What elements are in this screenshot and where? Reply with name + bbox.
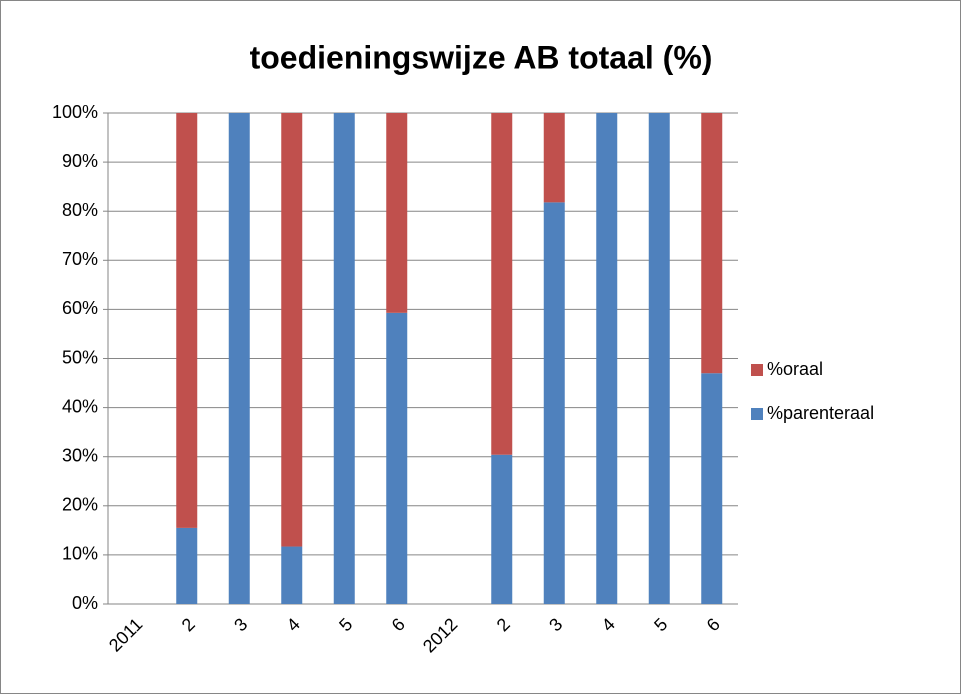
y-tick-label: 100% — [52, 102, 98, 122]
y-tick-label: 0% — [72, 593, 98, 613]
chart-title: toedieningswijze AB totaal (%) — [250, 39, 713, 75]
bar-segment — [543, 113, 565, 203]
y-tick-label: 40% — [62, 396, 98, 416]
bar-segment — [596, 113, 618, 604]
y-tick-label: 90% — [62, 151, 98, 171]
bar-segment — [701, 113, 723, 374]
y-tick-label: 20% — [62, 495, 98, 515]
legend-swatch — [751, 408, 763, 420]
bar-segment — [386, 113, 408, 313]
bar-segment — [491, 454, 513, 604]
bar-segment — [386, 312, 408, 604]
legend-swatch — [751, 364, 763, 376]
legend-label: %parenteraal — [767, 403, 874, 423]
y-tick-label: 30% — [62, 445, 98, 465]
y-tick-label: 70% — [62, 249, 98, 269]
bar-segment — [491, 113, 513, 455]
bar-segment — [281, 113, 303, 547]
bar-segment — [648, 113, 670, 604]
bar-segment — [176, 527, 198, 604]
y-tick-label: 60% — [62, 298, 98, 318]
bar-segment — [701, 373, 723, 604]
bar-segment — [543, 202, 565, 604]
bar-segment — [228, 113, 250, 604]
bar-segment — [281, 546, 303, 604]
legend-label: %oraal — [767, 359, 823, 379]
y-tick-label: 10% — [62, 544, 98, 564]
bar-segment — [176, 113, 198, 528]
y-tick-label: 50% — [62, 347, 98, 367]
bar-segment — [333, 113, 355, 604]
y-tick-label: 80% — [62, 200, 98, 220]
